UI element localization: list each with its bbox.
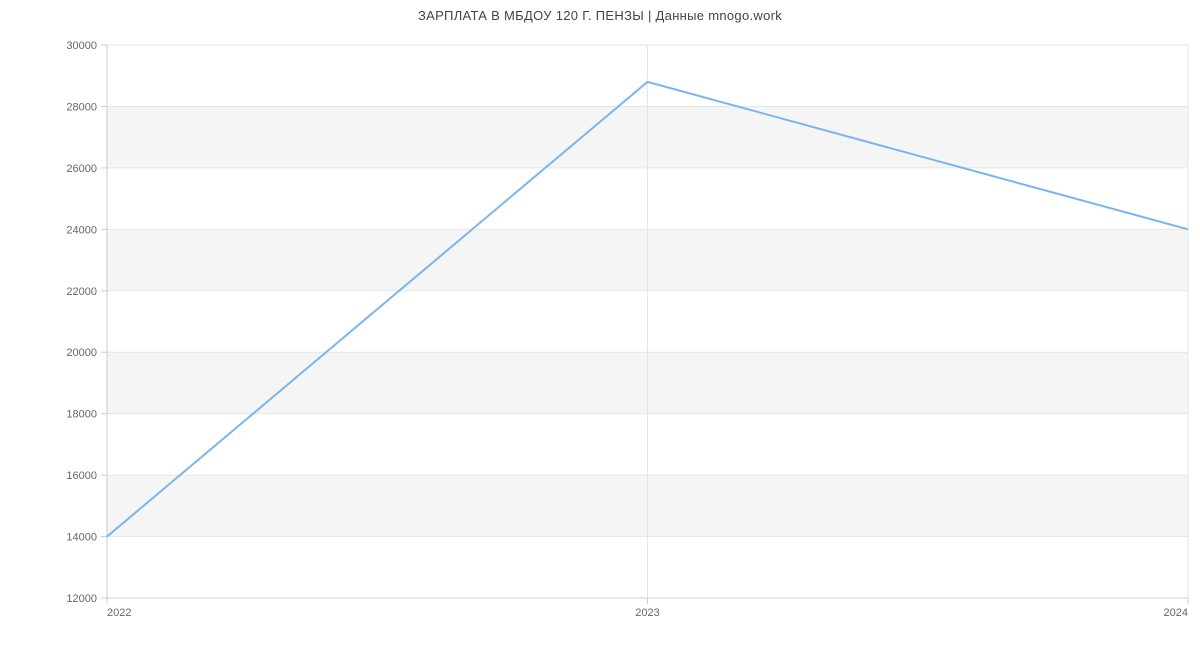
x-tick-label: 2023 (635, 607, 659, 619)
y-tick-label: 16000 (66, 470, 97, 482)
y-tick-label: 20000 (66, 347, 97, 359)
y-tick-label: 26000 (66, 163, 97, 175)
y-tick-label: 14000 (66, 532, 97, 544)
y-tick-label: 28000 (66, 101, 97, 113)
x-tick-label: 2022 (107, 607, 131, 619)
y-tick-label: 22000 (66, 286, 97, 298)
chart-svg: 12000 14000 16000 18000 20000 22000 24000 26000… (0, 0, 1200, 650)
y-tick-label: 12000 (66, 593, 97, 605)
y-tick-label: 18000 (66, 409, 97, 421)
y-tick-label: 24000 (66, 224, 97, 236)
x-tick-label: 2024 (1164, 607, 1188, 619)
chart-container: ЗАРПЛАТА В МБДОУ 120 Г. ПЕНЗЫ | Данные m… (0, 0, 1200, 650)
y-tick-label: 30000 (66, 40, 97, 52)
